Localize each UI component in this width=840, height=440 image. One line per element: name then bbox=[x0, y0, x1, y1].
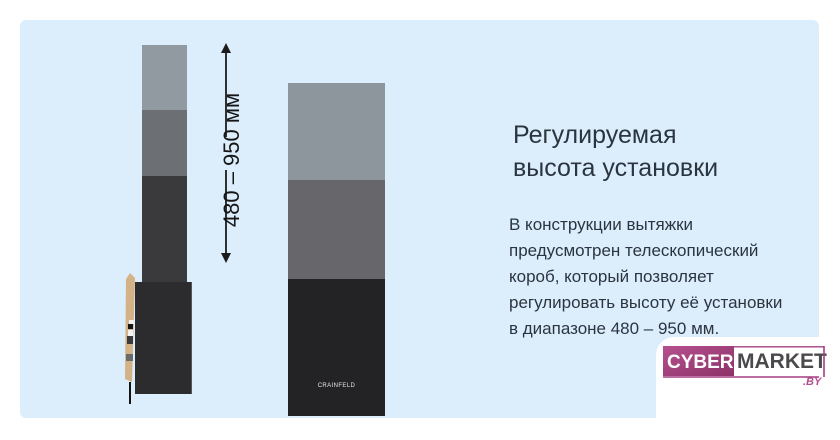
svg-text:MARKET: MARKET bbox=[737, 350, 827, 373]
svg-text:CYBER: CYBER bbox=[667, 352, 734, 373]
svg-text:.BY: .BY bbox=[803, 376, 823, 388]
